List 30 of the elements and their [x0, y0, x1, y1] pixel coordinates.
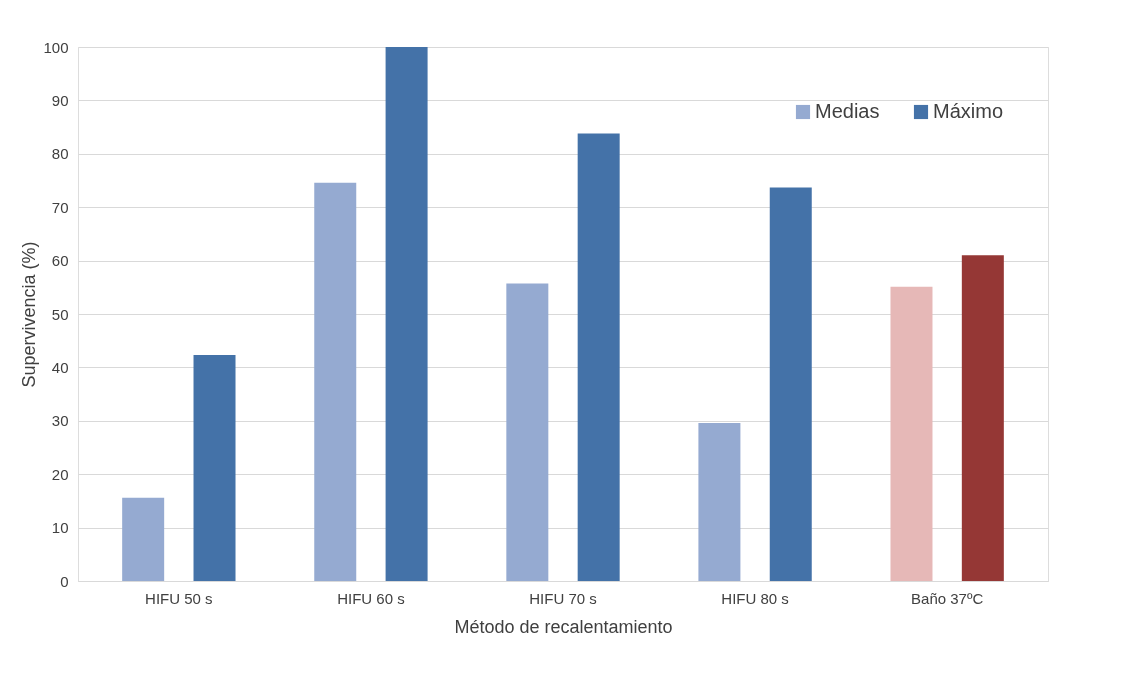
bar [193, 355, 236, 581]
y-tick-label: 90 [51, 91, 69, 109]
bar [314, 182, 357, 581]
bar [385, 47, 428, 581]
bar [961, 255, 1004, 581]
bar [122, 497, 165, 581]
y-tick-label: 20 [51, 465, 69, 483]
y-axis-title: Supervivencia (%) [19, 241, 40, 388]
y-tick-label: 70 [51, 198, 69, 216]
x-tick-label: HIFU 80 s [721, 589, 789, 607]
y-tick-label: 10 [51, 519, 69, 537]
bar [506, 283, 549, 581]
legend-label: Medias [815, 100, 880, 122]
y-tick-label: 30 [51, 412, 69, 430]
x-axis-title: Método de recalentamiento [454, 616, 673, 637]
x-tick-label: HIFU 50 s [145, 589, 213, 607]
bar [577, 133, 620, 581]
y-tick-label: 80 [51, 145, 69, 163]
bar [698, 422, 741, 581]
y-tick-label: 40 [51, 358, 69, 376]
bar [769, 187, 812, 581]
y-tick-label: 0 [60, 572, 69, 590]
x-tick-label: HIFU 70 s [529, 589, 597, 607]
y-tick-label: 50 [51, 305, 69, 323]
y-tick-label: 60 [51, 252, 69, 270]
bar [890, 286, 933, 581]
x-tick-label: HIFU 60 s [337, 589, 405, 607]
x-tick-label: Baño 37ºC [911, 589, 984, 607]
y-tick-label: 100 [43, 38, 69, 56]
legend-label: Máximo [933, 100, 1004, 122]
